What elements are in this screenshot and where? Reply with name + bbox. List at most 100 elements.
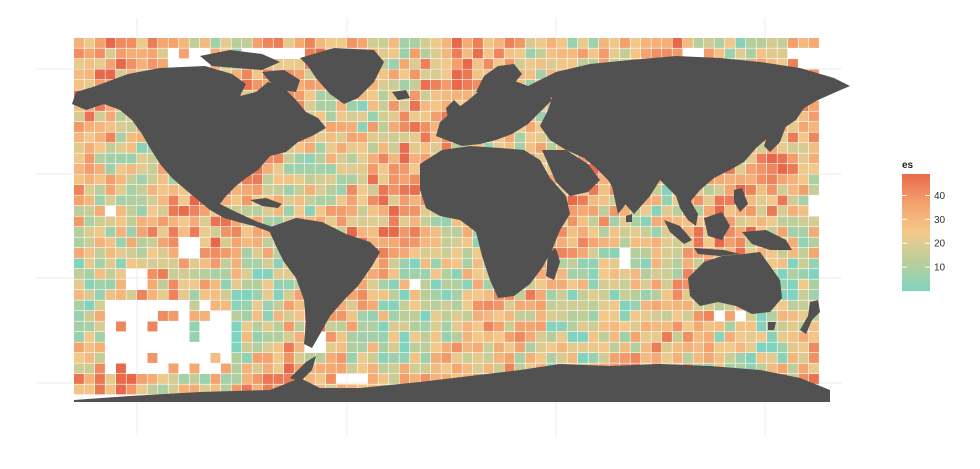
grid-cell xyxy=(200,216,210,227)
grid-cell xyxy=(242,227,252,237)
grid-cell xyxy=(168,206,179,216)
grid-cell xyxy=(704,38,714,48)
grid-cell xyxy=(158,216,168,227)
grid-cell xyxy=(252,363,263,374)
grid-cell xyxy=(231,227,242,237)
grid-cell xyxy=(651,248,662,258)
grid-cell xyxy=(294,164,305,174)
grid-cell xyxy=(74,216,84,227)
grid-cell xyxy=(242,69,252,80)
grid-cell xyxy=(767,206,777,216)
grid-cell xyxy=(410,342,420,353)
grid-cell xyxy=(126,164,137,174)
land-canadian-arctic xyxy=(200,50,280,70)
land-japan xyxy=(764,118,786,152)
grid-cell xyxy=(588,227,599,237)
grid-cell xyxy=(158,185,168,195)
grid-cell xyxy=(557,321,567,332)
grid-cell xyxy=(147,174,158,185)
grid-cell xyxy=(315,353,326,363)
land-tasmania xyxy=(768,322,776,330)
grid-cell xyxy=(273,248,284,258)
grid-cell xyxy=(137,132,147,143)
grid-cell xyxy=(389,185,399,195)
grid-cell xyxy=(557,353,567,363)
grid-cell xyxy=(798,164,809,174)
grid-cell xyxy=(126,59,137,69)
grid-cell xyxy=(630,248,641,258)
grid-cell xyxy=(168,363,179,374)
grid-cell xyxy=(378,164,389,174)
grid-cell xyxy=(189,374,200,384)
grid-cell xyxy=(74,342,84,353)
grid-cell xyxy=(263,384,273,395)
grid-cell xyxy=(546,279,557,290)
grid-cell xyxy=(473,59,483,69)
grid-cell xyxy=(231,248,242,258)
grid-cell xyxy=(74,258,84,269)
grid-cell xyxy=(473,311,483,321)
grid-cell xyxy=(273,311,284,321)
grid-cell xyxy=(767,363,777,374)
grid-cell xyxy=(389,195,399,206)
grid-cell xyxy=(347,143,357,153)
grid-cell xyxy=(473,342,483,353)
grid-cell xyxy=(515,342,525,353)
grid-cell xyxy=(441,279,452,290)
grid-cell xyxy=(263,342,273,353)
grid-cell xyxy=(168,38,179,48)
grid-cell xyxy=(567,48,578,59)
grid-cell xyxy=(399,311,410,321)
grid-cell xyxy=(494,353,504,363)
grid-cell xyxy=(126,248,137,258)
grid-cell xyxy=(84,164,95,174)
grid-cell xyxy=(693,353,704,363)
grid-cell xyxy=(116,269,126,279)
grid-cell xyxy=(536,143,546,153)
grid-cell xyxy=(221,279,231,290)
legend-ticks: 10 20 30 40 xyxy=(902,191,946,274)
grid-cell xyxy=(399,290,410,300)
grid-cell xyxy=(441,69,452,80)
grid-cell xyxy=(158,269,168,279)
grid-cell xyxy=(126,227,137,237)
grid-cell xyxy=(525,38,536,48)
grid-cell xyxy=(809,122,819,132)
grid-cell xyxy=(84,174,95,185)
grid-cell xyxy=(431,237,441,248)
grid-cell xyxy=(756,174,767,185)
grid-cell xyxy=(399,237,410,248)
grid-cell xyxy=(609,227,620,237)
grid-cell xyxy=(231,353,242,363)
grid-cell xyxy=(777,185,788,195)
grid-cell xyxy=(378,300,389,311)
grid-cell xyxy=(368,153,378,164)
grid-cell xyxy=(557,248,567,258)
grid-cell xyxy=(242,237,252,248)
grid-cell xyxy=(368,363,378,374)
grid-cell xyxy=(378,363,389,374)
grid-cell xyxy=(809,227,819,237)
grid-cell xyxy=(578,290,588,300)
grid-cell xyxy=(105,374,116,384)
grid-cell xyxy=(630,321,641,332)
grid-cell xyxy=(567,59,578,69)
grid-cell xyxy=(305,353,315,363)
grid-cell xyxy=(284,174,294,185)
grid-cell xyxy=(347,227,357,237)
grid-cell xyxy=(116,122,126,132)
grid-cell xyxy=(347,332,357,342)
grid-cell xyxy=(536,311,546,321)
grid-cell xyxy=(452,258,462,269)
grid-cell xyxy=(137,164,147,174)
grid-cell xyxy=(641,269,651,279)
grid-cell xyxy=(357,101,368,111)
grid-cell xyxy=(410,227,420,237)
grid-cell xyxy=(368,216,378,227)
grid-cell xyxy=(315,195,326,206)
grid-cell xyxy=(809,38,819,48)
grid-cell xyxy=(609,38,620,48)
grid-cell xyxy=(294,290,305,300)
grid-cell xyxy=(578,248,588,258)
grid-cell xyxy=(242,374,252,384)
